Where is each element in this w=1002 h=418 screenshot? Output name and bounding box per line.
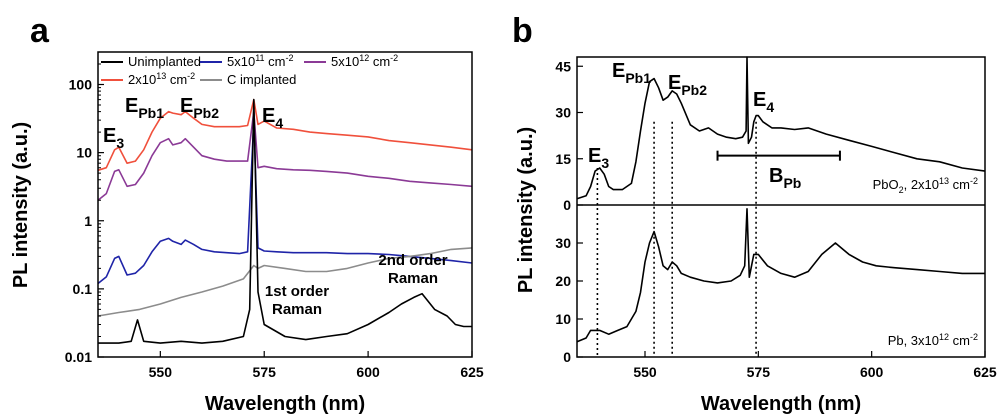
annotation-e4-b: E4: [753, 89, 774, 115]
annotation-bpb: BPb: [769, 165, 801, 191]
annotation-first-order-raman-line1: 1st order: [265, 283, 329, 300]
annotation-epb2-b: EPb2: [668, 72, 707, 98]
annotation-e4-a: E4: [262, 105, 283, 131]
panel-b-bottom-y-tick-label-0: 0: [563, 349, 571, 365]
panel-a-y-tick-label-0: 0.01: [65, 349, 92, 365]
panel-a-y-tick-label-1: 0.1: [73, 281, 93, 297]
panel-a-ticks: 550 575 600 625 0.01 0.1 1 10 100: [65, 51, 484, 380]
panel-b-top-sample-label: PbO2, 2x1013 cm-2: [873, 176, 978, 195]
panel-b-top-y-tick-label-0: 0: [563, 197, 571, 213]
panel-a-y-axis-title: PL intensity (a.u.): [10, 122, 32, 288]
panel-a-series: [97, 98, 473, 344]
panel-letter-a: a: [30, 12, 50, 50]
panel-b-x-tick-label-1: 575: [747, 364, 771, 380]
panel-b-x-tick-label-0: 550: [633, 364, 657, 380]
panel-b-dotted-lines: [596, 121, 757, 357]
panel-b-bottom-y-tick-label-2: 20: [555, 273, 571, 289]
panel-b-x-tick-label-2: 600: [860, 364, 884, 380]
annotation-epb1-a: EPb1: [125, 95, 164, 121]
panel-b-x-axis-title: Wavelength (nm): [701, 393, 861, 415]
annotation-e3-a: E3: [103, 125, 124, 151]
panel-b-ticks: 550 575 600 625 0 15 30 45 0 10 20 30: [555, 58, 996, 380]
legend-label-0: Unimplanted: [128, 54, 201, 69]
annotation-epb1-b: EPb1: [612, 60, 651, 86]
panel-a-x-tick-label-1: 575: [253, 364, 277, 380]
panel-b-x-tick-label-3: 625: [973, 364, 997, 380]
annotation-e3-b: E3: [588, 145, 609, 171]
panel-b-bottom-spectrum: [576, 208, 985, 343]
annotation-epb2-a: EPb2: [180, 95, 219, 121]
panel-a-series-line-3: [97, 247, 473, 317]
panel-a: 550 575 600 625 0.01 0.1 1 10 100 Wavelength (nm…: [10, 51, 484, 415]
panel-a-x-tick-label-3: 625: [460, 364, 484, 380]
panel-b: 550 575 600 625 0 15 30 45 0 10 20 30 Wavelength (n…: [515, 56, 997, 415]
panel-a-series-line-2: [97, 119, 473, 285]
panel-b-bottom-y-tick-label-1: 10: [555, 311, 571, 327]
panel-a-y-tick-label-4: 100: [69, 77, 93, 93]
panel-b-frame: [576, 56, 986, 358]
annotation-second-order-raman-line2: Raman: [388, 270, 438, 287]
legend-label-4: C implanted: [227, 72, 296, 87]
panel-b-top-y-tick-label-2: 30: [555, 105, 571, 121]
legend-label-3: 2x1013 cm-2: [128, 71, 195, 87]
panel-a-frame: [97, 51, 473, 358]
panel-b-top-y-tick-label-1: 15: [555, 151, 571, 167]
annotation-second-order-raman-line1: 2nd order: [378, 252, 447, 269]
panel-a-series-line-4: [98, 98, 472, 344]
legend-label-1: 5x1011 cm-2: [227, 53, 294, 69]
legend-label-2: 5x1012 cm-2: [331, 53, 398, 69]
panel-a-y-tick-label-2: 1: [84, 213, 92, 229]
panel-b-annotations: E3 EPb1 EPb2 E4 BPb PbO2, 2x1013 cm-2 Pb, 3x10…: [588, 60, 978, 348]
panel-a-legend: Unimplanted 5x1011 cm-2 5x1012 cm-2 2x1013 …: [101, 53, 398, 87]
panel-a-y-tick-label-3: 10: [76, 145, 92, 161]
annotation-first-order-raman-line2: Raman: [272, 301, 322, 318]
panel-letter-b: b: [512, 12, 533, 50]
panel-a-x-axis-title: Wavelength (nm): [205, 393, 365, 415]
panel-b-top-y-tick-label-3: 45: [555, 58, 571, 74]
panel-b-series: [576, 56, 986, 343]
panel-a-series-line-1: [97, 110, 473, 201]
panel-b-bottom-y-tick-label-3: 30: [555, 235, 571, 251]
panel-b-y-axis-title: PL intensity (a.u.): [515, 127, 537, 293]
panel-b-top-spectrum: [576, 56, 986, 200]
panel-b-bottom-sample-label: Pb, 3x1012 cm-2: [888, 332, 978, 348]
panel-a-series-line-0: [97, 98, 473, 172]
panel-a-x-tick-label-0: 550: [149, 364, 173, 380]
panel-a-x-tick-label-2: 600: [356, 364, 380, 380]
